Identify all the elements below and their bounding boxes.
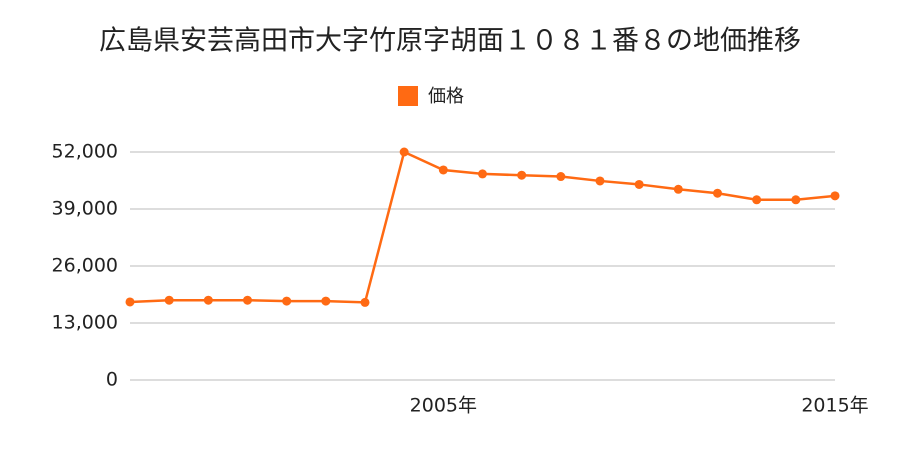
y-tick-label: 0 [106, 369, 118, 391]
x-tick-label: 2015年 [801, 395, 868, 417]
point [517, 170, 527, 180]
point [243, 295, 252, 305]
point [673, 184, 683, 194]
x-tick-label: 2005年 [410, 395, 477, 417]
point [556, 172, 566, 182]
y-tick-label: 26,000 [52, 255, 118, 277]
y-tick-label: 39,000 [52, 198, 118, 220]
point [360, 297, 370, 307]
point [752, 195, 762, 205]
y-tick-label: 13,000 [52, 312, 118, 334]
point [478, 169, 487, 179]
point [282, 296, 292, 306]
point [830, 191, 840, 201]
point [791, 195, 801, 205]
chart-title: 広島県安芸高田市大字竹原字胡面１０８１番８の地価推移 [99, 26, 801, 57]
point [125, 297, 135, 307]
legend-label: 価格 [428, 86, 464, 107]
point [438, 165, 448, 175]
point [321, 296, 331, 306]
point [203, 295, 213, 305]
point [164, 295, 174, 305]
point [399, 147, 409, 157]
legend-swatch [398, 86, 418, 106]
point [595, 176, 605, 186]
y-tick-label: 52,000 [52, 141, 118, 163]
point [713, 188, 722, 198]
point [634, 179, 644, 189]
